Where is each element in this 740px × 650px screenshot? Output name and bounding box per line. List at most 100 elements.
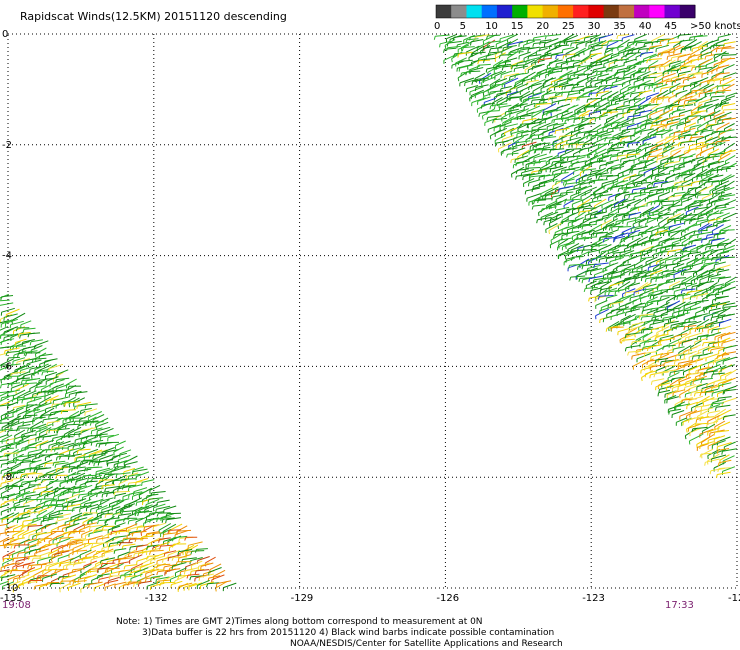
wind-barb — [713, 141, 726, 148]
wind-barb — [562, 46, 575, 51]
wind-barb-flag — [646, 59, 649, 64]
wind-barb-flag — [684, 435, 687, 440]
wind-barb-flag — [634, 154, 637, 159]
wind-barb — [611, 162, 625, 168]
wind-barb-flag — [573, 239, 576, 243]
wind-barb-flag — [690, 60, 693, 64]
wind-barb-flag — [480, 105, 483, 109]
wind-barb — [706, 64, 718, 72]
wind-barb-flag — [617, 227, 620, 231]
wind-barb — [476, 41, 490, 49]
wind-barb-flag — [75, 392, 77, 397]
wind-barb-flag — [649, 374, 651, 379]
wind-barb-flag — [698, 328, 701, 333]
wind-barb-flag — [42, 474, 45, 479]
wind-barb — [690, 103, 703, 112]
wind-barb — [714, 52, 729, 55]
wind-barb — [609, 136, 625, 141]
wind-barb — [681, 140, 696, 143]
wind-barb-flag — [502, 150, 504, 154]
wind-barb-flag — [66, 502, 69, 507]
wind-barb-flag — [44, 463, 47, 467]
wind-barb — [678, 53, 691, 58]
wind-barb-flag — [638, 146, 640, 151]
wind-barb — [578, 122, 590, 129]
wind-barb-flag — [0, 379, 2, 384]
wind-barb — [672, 325, 685, 328]
wind-barb — [599, 52, 614, 61]
wind-barb — [587, 134, 602, 137]
wind-barb — [716, 264, 731, 270]
wind-barb — [617, 39, 630, 48]
wind-barb-flag — [75, 457, 78, 462]
wind-barb-flag — [510, 159, 512, 164]
wind-barb-flag — [638, 93, 641, 97]
wind-barb — [623, 90, 636, 96]
wind-barb — [678, 33, 692, 36]
wind-barb-flag — [714, 201, 716, 206]
wind-barb — [481, 102, 495, 106]
wind-barb-flag — [0, 341, 3, 346]
wind-barb-flag — [689, 170, 691, 175]
wind-barb — [509, 90, 524, 96]
wind-barb — [649, 148, 663, 154]
wind-barb-flag — [665, 386, 668, 391]
wind-barb — [715, 203, 730, 207]
wind-barb-flag — [570, 98, 573, 103]
wind-barb — [507, 91, 519, 96]
wind-barb — [707, 293, 720, 296]
wind-barb-flag — [695, 271, 698, 276]
wind-barb — [624, 140, 636, 144]
wind-barb — [722, 47, 735, 49]
wind-barb — [664, 136, 676, 145]
wind-barb-flag — [673, 361, 676, 365]
wind-barb — [606, 64, 618, 70]
wind-barb — [517, 149, 530, 158]
wind-barb — [606, 76, 620, 81]
wind-barb — [466, 85, 479, 90]
colorbar-label: >50 knots — [690, 21, 740, 32]
wind-barb-flag — [456, 68, 458, 72]
wind-barb — [47, 448, 60, 451]
wind-barb-flag — [531, 129, 533, 134]
wind-barb — [595, 167, 607, 174]
wind-barb — [717, 84, 731, 87]
wind-barb — [595, 102, 609, 110]
wind-barb-flag — [679, 142, 682, 147]
wind-barb-flag — [667, 207, 670, 211]
wind-barb-flag — [720, 55, 723, 59]
wind-barb — [722, 397, 737, 404]
wind-barb — [666, 135, 679, 138]
wind-barb-flag — [720, 210, 722, 215]
wind-barb — [546, 34, 562, 37]
wind-barb-flag — [73, 406, 76, 410]
wind-barb-flag — [534, 61, 536, 65]
wind-barb-flag — [699, 453, 702, 458]
wind-barb — [697, 443, 709, 448]
wind-barb-flag — [649, 235, 652, 239]
wind-barb — [513, 103, 528, 107]
wind-barb-flag — [627, 144, 630, 148]
wind-barb — [18, 424, 31, 427]
wind-barb-flag — [33, 397, 36, 402]
wind-barb-flag — [135, 502, 138, 506]
wind-barb — [540, 45, 552, 49]
wind-barb-flag — [517, 48, 519, 53]
wind-barb — [474, 72, 486, 80]
wind-barb-flag — [433, 36, 436, 40]
wind-barb — [22, 446, 37, 449]
wind-barb-flag — [601, 156, 604, 160]
wind-barb — [565, 181, 580, 185]
wind-barb-flag — [649, 295, 652, 300]
wind-barb — [711, 91, 726, 94]
wind-barb-flag — [84, 481, 87, 486]
colorbar-swatch — [588, 5, 605, 18]
wind-barb — [709, 346, 721, 349]
wind-barb — [628, 142, 640, 144]
wind-barb — [697, 104, 710, 110]
wind-barb — [579, 258, 590, 266]
colorbar-swatch — [512, 5, 528, 18]
wind-barb — [650, 320, 665, 326]
wind-barb — [569, 130, 581, 138]
wind-barb-flag — [532, 37, 535, 42]
